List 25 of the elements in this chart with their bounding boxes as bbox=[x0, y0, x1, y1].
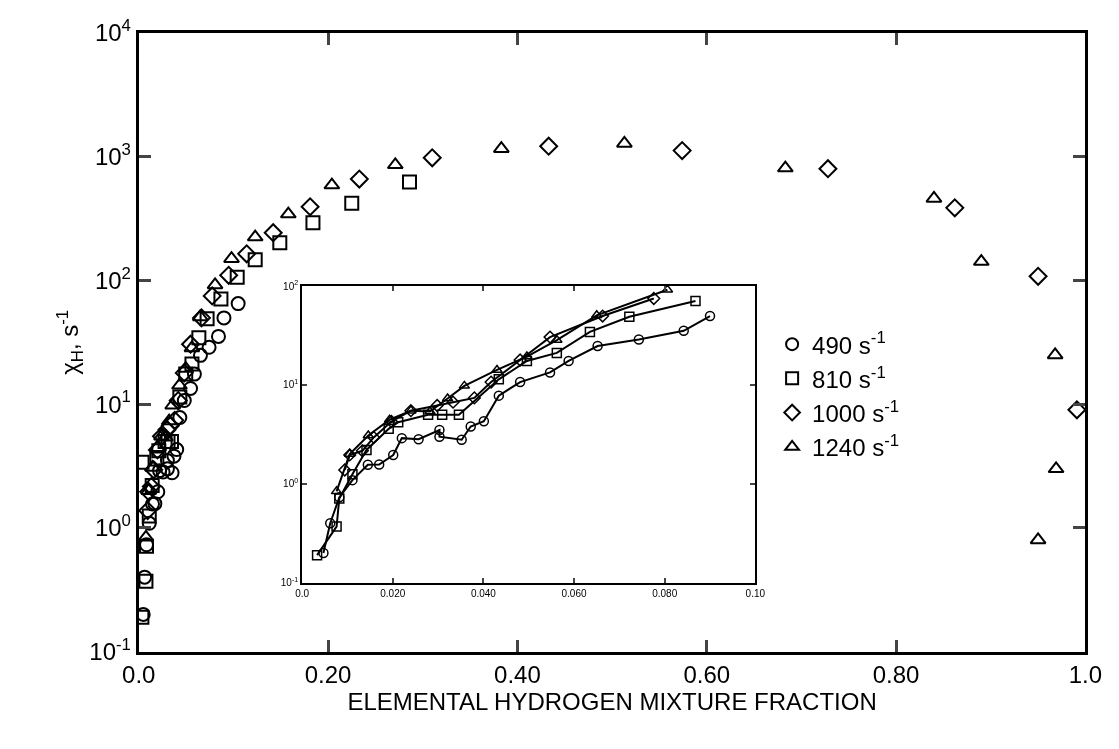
x-tick-label: 0.40 bbox=[494, 661, 541, 689]
x-tick-label: 1.0 bbox=[1068, 661, 1103, 689]
legend-label: 1000 s$^{-1}$ bbox=[812, 396, 900, 427]
x-tick-label: 0.060 bbox=[561, 587, 587, 599]
x-tick-label: 0.080 bbox=[652, 587, 678, 599]
legend-label: 810 s$^{-1}$ bbox=[812, 362, 886, 393]
y-tick-label: 10$^{1}$ bbox=[283, 378, 299, 391]
x-tick-label: 0.10 bbox=[745, 587, 766, 599]
y-tick-label: 10$^{2}$ bbox=[94, 263, 131, 294]
x-tick-label: 0.0 bbox=[295, 587, 310, 599]
x-tick-label: 0.020 bbox=[380, 587, 406, 599]
y-tick-label: 10$^{0}$ bbox=[94, 511, 131, 542]
y-tick-label: 10$^{3}$ bbox=[94, 140, 131, 171]
x-tick-label: 0.20 bbox=[304, 661, 352, 689]
y-tick-label: 10$^{4}$ bbox=[94, 16, 131, 47]
y-tick-label: 10$^{-1}$ bbox=[280, 576, 299, 589]
x-tick-label: 0.60 bbox=[683, 661, 731, 689]
legend-label: 1240 s$^{-1}$ bbox=[812, 431, 900, 462]
x-tick-label: 0.040 bbox=[470, 587, 497, 599]
y-tick-label: 10$^{1}$ bbox=[94, 387, 131, 418]
legend-label: 490 s$^{-1}$ bbox=[812, 328, 886, 359]
x-axis-title: ELEMENTAL HYDROGEN MIXTURE FRACTION bbox=[347, 688, 877, 716]
y-tick-label: 10$^{2}$ bbox=[283, 279, 299, 292]
y-tick-label: 10$^{0}$ bbox=[283, 477, 299, 490]
x-tick-label: 0.80 bbox=[872, 661, 920, 689]
